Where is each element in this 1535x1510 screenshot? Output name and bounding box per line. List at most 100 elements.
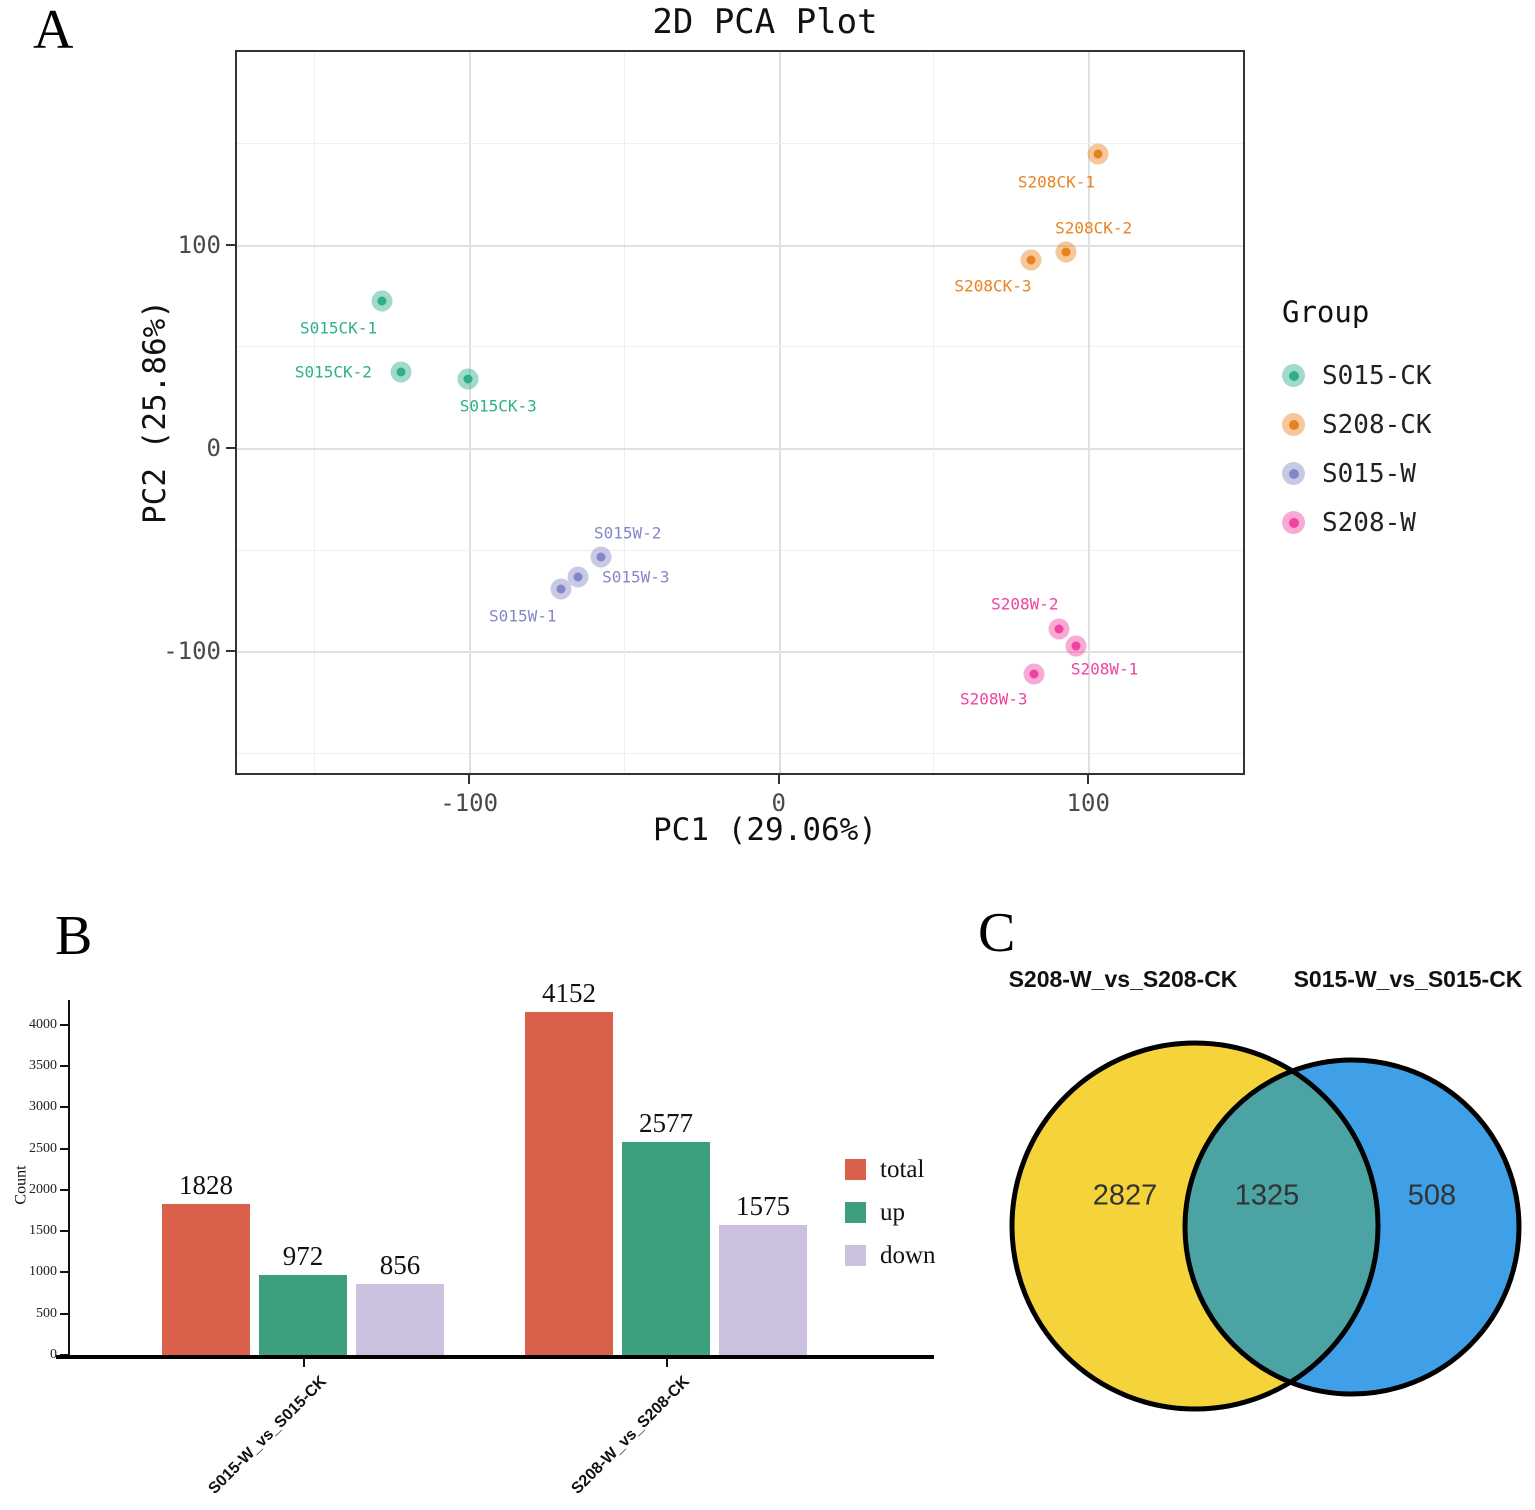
y-axis-tick-label: 0 — [206, 434, 221, 463]
pca-point-label: S208W-2 — [991, 594, 1059, 614]
bar-x-tick — [303, 1359, 305, 1367]
bar-y-tick — [60, 1147, 68, 1150]
pca-legend-item: S208-W — [1282, 498, 1432, 547]
bar-y-tick — [60, 1065, 68, 1068]
bar-up-2 — [622, 1142, 710, 1355]
gridline-horizontal — [237, 143, 1243, 145]
pca-point-label: S208CK-1 — [1017, 172, 1095, 192]
venn-left-outline — [1009, 1040, 1381, 1412]
pca-point-label: S015W-3 — [602, 567, 670, 587]
legend-swatch-icon — [1282, 364, 1305, 387]
gridline-horizontal — [237, 346, 1243, 348]
legend-square-icon — [845, 1202, 866, 1223]
bar-value-label: 4152 — [542, 978, 596, 1009]
bar-y-tick-label: 0 — [50, 1347, 57, 1362]
bar-y-axis-title: Count — [12, 1165, 30, 1205]
bar-legend-item: up — [845, 1191, 936, 1234]
pca-point-dot — [1054, 624, 1064, 634]
gridline-vertical — [933, 52, 935, 773]
pca-legend-items: S015-CK S208-CK S015-W S208-W — [1282, 351, 1432, 547]
venn-value-right-only: 508 — [1407, 1179, 1457, 1212]
bar-legend: total up down — [845, 1148, 936, 1277]
bar-legend-label: total — [880, 1155, 925, 1183]
legend-swatch-icon — [1282, 413, 1305, 436]
gridline-vertical — [314, 52, 316, 773]
bar-y-tick — [60, 1106, 68, 1109]
y-axis-tick — [226, 243, 235, 246]
bar-up-1 — [259, 1274, 347, 1355]
pca-point-label: S208CK-3 — [954, 276, 1032, 296]
pca-point-dot — [377, 296, 387, 306]
pca-legend-item: S015-CK — [1282, 351, 1432, 400]
bar-x-axis-line — [56, 1355, 934, 1359]
pca-point-s015w-3 — [567, 566, 589, 588]
legend-swatch-dot — [1288, 419, 1299, 430]
bar-total-2 — [525, 1012, 613, 1355]
gridline-vertical — [623, 52, 625, 773]
x-axis-tick-label: 100 — [1066, 789, 1110, 817]
pca-point-label: S208W-3 — [960, 689, 1028, 709]
pca-point-label: S015CK-3 — [459, 396, 537, 416]
legend-square-icon — [845, 1245, 866, 1266]
gridline-vertical — [778, 52, 781, 773]
pca-point-s015ck-3 — [457, 368, 479, 390]
pca-point-s015w-2 — [590, 546, 612, 568]
pca-legend-label: S208-CK — [1322, 409, 1432, 440]
panel-label-b: B — [55, 905, 93, 967]
pca-point-s208ck-3 — [1020, 249, 1042, 271]
bar-category-label: S208-W_vs_S208-CK — [568, 1373, 694, 1498]
gridline-horizontal — [237, 752, 1243, 754]
venn-title-right: S015-W_vs_S015-CK — [1293, 966, 1523, 992]
legend-swatch-dot — [1288, 517, 1299, 528]
legend-square-icon — [845, 1159, 866, 1180]
venn-title-left: S208-W_vs_S208-CK — [1008, 966, 1238, 992]
pca-point-label: S208CK-2 — [1055, 218, 1133, 238]
gridline-horizontal — [237, 651, 1243, 654]
legend-swatch-dot — [1288, 468, 1299, 479]
y-axis-tick — [226, 650, 235, 653]
pca-legend: Group S015-CK S208-CK S015-W S208-W — [1282, 295, 1432, 547]
pca-point-s208ck-1 — [1087, 143, 1109, 165]
bar-y-tick-label: 3500 — [29, 1058, 57, 1074]
gridline-vertical — [469, 52, 472, 773]
bar-x-tick — [666, 1359, 668, 1367]
gridline-horizontal — [237, 549, 1243, 551]
pca-point-s208ck-2 — [1055, 241, 1077, 263]
pca-y-axis-title: PC2 (25.86%) — [137, 300, 173, 524]
pca-legend-label: S208-W — [1322, 507, 1416, 538]
bar-y-tick — [60, 1230, 68, 1233]
bar-y-tick-label: 1500 — [29, 1223, 57, 1239]
pca-point-label: S015CK-2 — [294, 362, 372, 382]
pca-plot-area: -100 0 100 100 0 -100 S015CK-1 S015CK-2 S015CK-3… — [163, 50, 1245, 817]
venn-value-left-only: 2827 — [1092, 1179, 1158, 1212]
legend-swatch-icon — [1282, 511, 1305, 534]
gridline-horizontal — [237, 448, 1243, 451]
panel-label-a: A — [33, 0, 74, 61]
bar-y-tick — [60, 1188, 68, 1191]
bar-legend-label: down — [880, 1241, 936, 1269]
x-axis-tick — [1087, 775, 1090, 784]
bar-value-label: 2577 — [639, 1108, 693, 1139]
pca-title: 2D PCA Plot — [652, 2, 878, 42]
pca-point-dot — [573, 572, 583, 582]
pca-legend-item: S015-W — [1282, 449, 1432, 498]
x-axis-tick-label: -100 — [440, 789, 499, 817]
pca-point-s015w-1 — [550, 578, 572, 600]
x-axis-tick — [468, 775, 471, 784]
bar-y-tick-label: 3000 — [29, 1099, 57, 1115]
pca-point-dot — [1093, 149, 1103, 159]
pca-point-label: S208W-1 — [1070, 659, 1139, 679]
x-axis-tick-label: 0 — [771, 789, 786, 817]
bar-legend-item: total — [845, 1148, 936, 1191]
bar-y-tick-label: 2500 — [29, 1140, 57, 1156]
pca-legend-title: Group — [1282, 295, 1370, 329]
pca-point-dot — [396, 367, 406, 377]
pca-point-s208w-2 — [1048, 618, 1070, 640]
y-axis-tick-label: 100 — [177, 230, 221, 259]
pca-point-dot — [1029, 669, 1039, 679]
bar-y-tick-label: 500 — [36, 1305, 57, 1321]
bar-total-1 — [162, 1204, 250, 1355]
venn-overlap-region — [1185, 1060, 1378, 1394]
bar-category-label: S015-W_vs_S015-CK — [205, 1373, 331, 1498]
pca-point-label: S015W-1 — [489, 606, 557, 626]
